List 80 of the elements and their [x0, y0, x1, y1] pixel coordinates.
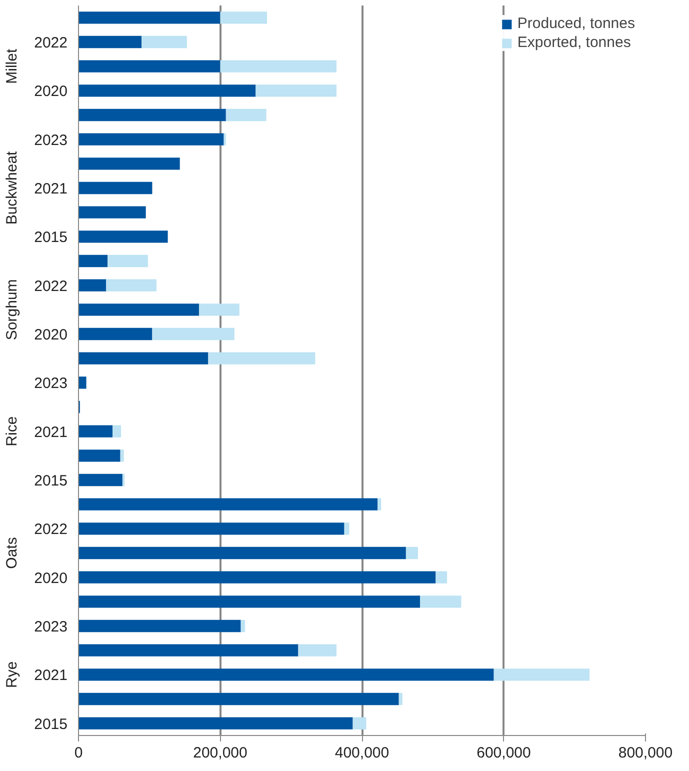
text: Sorghum — [4, 279, 20, 340]
x-tick-label: 400,000 — [334, 744, 390, 762]
bar — [198, 304, 240, 316]
bar — [344, 522, 350, 535]
bar — [78, 158, 180, 170]
bar — [108, 254, 148, 268]
text: Rice — [4, 416, 20, 446]
bar — [78, 474, 122, 486]
y-tick-label: 2022 — [34, 521, 68, 538]
bar — [352, 717, 366, 730]
y-tick-label: 2023 — [34, 618, 68, 636]
text: Buckwheat — [4, 150, 20, 225]
bar — [406, 546, 418, 560]
text: Oats — [4, 537, 20, 569]
bar — [78, 133, 224, 146]
bar — [78, 60, 220, 72]
bar — [208, 352, 316, 364]
y-tick-label: 2021 — [34, 180, 68, 198]
bar — [240, 620, 246, 632]
legend-label: Produced, tonnes — [517, 15, 635, 32]
bar — [494, 668, 590, 681]
bar — [78, 12, 220, 24]
bar — [78, 304, 199, 316]
bar — [78, 620, 241, 632]
bar — [256, 84, 336, 97]
bar — [78, 328, 152, 340]
bar — [398, 692, 402, 706]
x-tick-label: 0 — [74, 744, 83, 762]
bar — [226, 108, 266, 122]
bar — [78, 522, 344, 535]
bar — [78, 254, 108, 268]
bar — [120, 450, 124, 462]
bar — [420, 596, 462, 608]
bar — [78, 546, 406, 560]
y-tick-label: 2015 — [34, 716, 68, 733]
bar — [106, 279, 156, 292]
bar — [78, 279, 106, 292]
y-tick-label: 2020 — [34, 83, 68, 100]
x-tick-label: 800,000 — [618, 744, 673, 762]
bar — [78, 692, 399, 706]
x-tick-label: 200,000 — [193, 744, 248, 762]
text: Rye — [4, 661, 20, 688]
bar — [78, 230, 168, 243]
y-tick-label: 2021 — [34, 424, 68, 441]
bar — [78, 108, 226, 122]
bar — [78, 352, 208, 364]
bar — [78, 450, 120, 462]
bar — [436, 571, 448, 584]
bar — [220, 60, 336, 72]
text: Millet — [4, 48, 20, 84]
bar — [78, 717, 353, 730]
y-tick-label: 2021 — [34, 667, 68, 684]
bar — [298, 644, 336, 656]
bar — [78, 596, 420, 608]
bar — [78, 498, 378, 510]
bar — [78, 84, 256, 97]
bar — [378, 498, 382, 510]
bar — [78, 571, 436, 584]
bar — [142, 36, 187, 48]
bar — [220, 12, 268, 24]
bar — [78, 376, 86, 389]
y-tick-label: 2020 — [34, 570, 68, 587]
bar — [122, 474, 125, 486]
y-tick-label: 2023 — [34, 375, 68, 392]
bar — [78, 644, 298, 656]
x-tick-label: 600,000 — [476, 744, 531, 762]
bar — [78, 425, 113, 438]
y-tick-label: 2015 — [34, 229, 68, 246]
y-tick-label: 2015 — [34, 472, 68, 490]
bar — [78, 206, 146, 218]
bar — [112, 425, 122, 438]
y-tick-label: 2022 — [34, 278, 68, 295]
y-tick-label: 2023 — [34, 132, 68, 149]
bar — [78, 668, 494, 681]
y-tick-label: 2020 — [34, 326, 68, 344]
legend-label: Exported, tonnes — [517, 34, 631, 51]
bar — [152, 328, 234, 340]
bar — [78, 182, 152, 194]
bar — [78, 36, 142, 48]
y-tick-label: 2022 — [34, 34, 68, 52]
